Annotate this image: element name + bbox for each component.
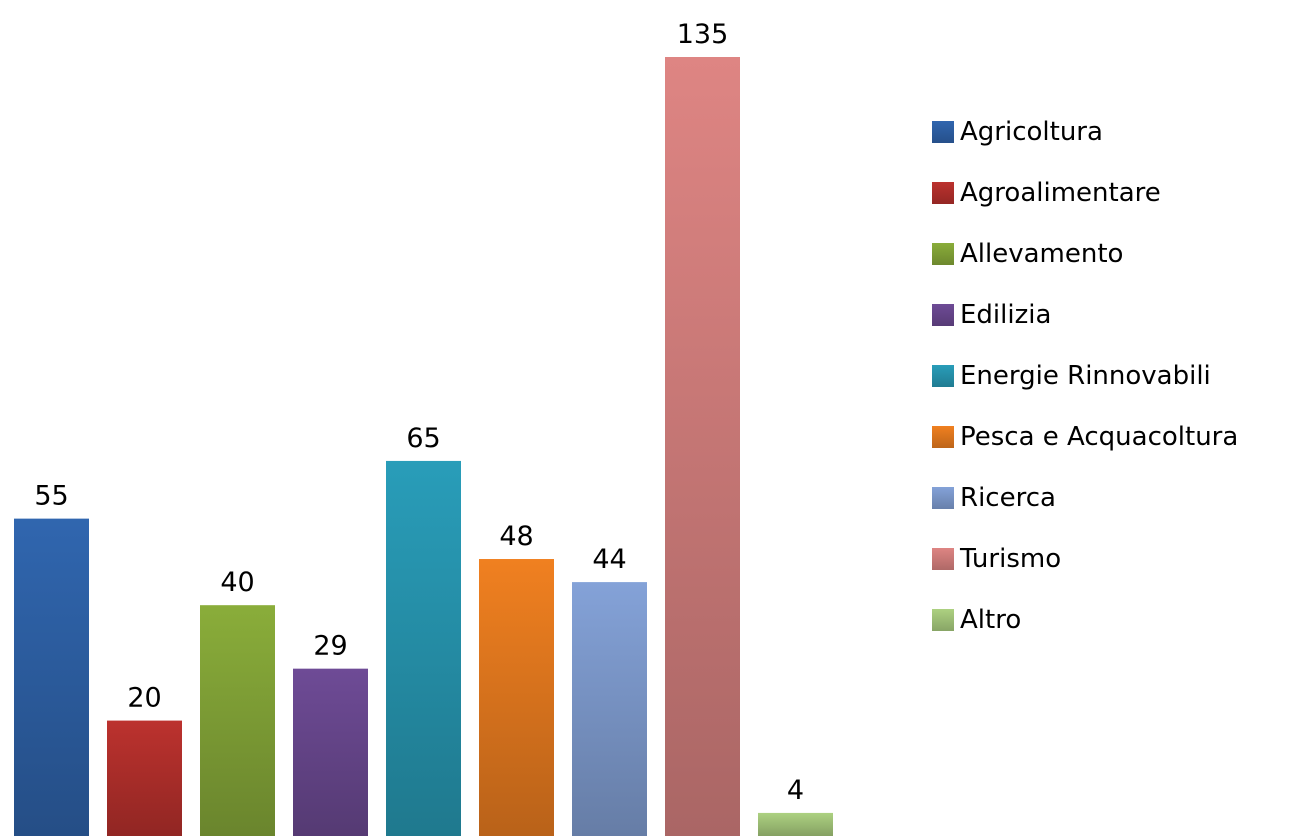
legend-item-edilizia: Edilizia xyxy=(932,297,1299,333)
legend-label: Turismo xyxy=(960,544,1062,574)
legend-item-allevamento: Allevamento xyxy=(932,236,1299,272)
legend-swatch xyxy=(932,182,954,204)
legend-label: Allevamento xyxy=(960,239,1124,269)
legend-label: Edilizia xyxy=(960,300,1052,330)
legend-label: Pesca e Acquacoltura xyxy=(960,422,1239,452)
legend-label: Ricerca xyxy=(960,483,1056,513)
bar-agroalimentare xyxy=(107,720,182,836)
data-label-pesca-e-acquacoltura: 48 xyxy=(499,521,533,552)
legend-item-energie-rinnovabili: Energie Rinnovabili xyxy=(932,358,1299,394)
data-label-turismo: 135 xyxy=(677,19,729,50)
legend-item-agricoltura: Agricoltura xyxy=(932,114,1299,150)
legend-item-agroalimentare: Agroalimentare xyxy=(932,175,1299,211)
bar-altro xyxy=(758,812,833,836)
legend-swatch xyxy=(932,548,954,570)
legend: Agricoltura Agroalimentare Allevamento Edil… xyxy=(932,114,1299,663)
data-label-agricoltura: 55 xyxy=(34,481,68,512)
legend-swatch xyxy=(932,121,954,143)
data-label-energie-rinnovabili: 65 xyxy=(406,423,440,454)
bars-group xyxy=(14,57,833,836)
legend-swatch xyxy=(932,426,954,448)
legend-label: Altro xyxy=(960,605,1022,635)
legend-swatch xyxy=(932,487,954,509)
legend-item-turismo: Turismo xyxy=(932,541,1299,577)
legend-swatch xyxy=(932,365,954,387)
data-labels-group: 55 20 40 29 65 48 44 135 4 xyxy=(34,19,804,806)
bar-ricerca xyxy=(572,582,647,836)
legend-item-ricerca: Ricerca xyxy=(932,480,1299,516)
data-label-agroalimentare: 20 xyxy=(127,683,161,714)
legend-label: Agroalimentare xyxy=(960,178,1161,208)
bar-agricoltura xyxy=(14,518,89,836)
legend-item-altro: Altro xyxy=(932,602,1299,638)
legend-item-pesca-e-acquacoltura: Pesca e Acquacoltura xyxy=(932,419,1299,455)
bar-turismo xyxy=(665,57,740,836)
bar-edilizia xyxy=(293,668,368,836)
data-label-allevamento: 40 xyxy=(220,567,254,598)
bar-pesca-e-acquacoltura xyxy=(479,559,554,836)
legend-label: Agricoltura xyxy=(960,117,1103,147)
data-label-ricerca: 44 xyxy=(592,544,626,575)
data-label-edilizia: 29 xyxy=(313,631,347,662)
bar-energie-rinnovabili xyxy=(386,460,461,836)
bar-allevamento xyxy=(200,605,275,836)
legend-swatch xyxy=(932,609,954,631)
data-label-altro: 4 xyxy=(787,775,804,806)
legend-label: Energie Rinnovabili xyxy=(960,361,1211,391)
legend-swatch xyxy=(932,243,954,265)
legend-swatch xyxy=(932,304,954,326)
